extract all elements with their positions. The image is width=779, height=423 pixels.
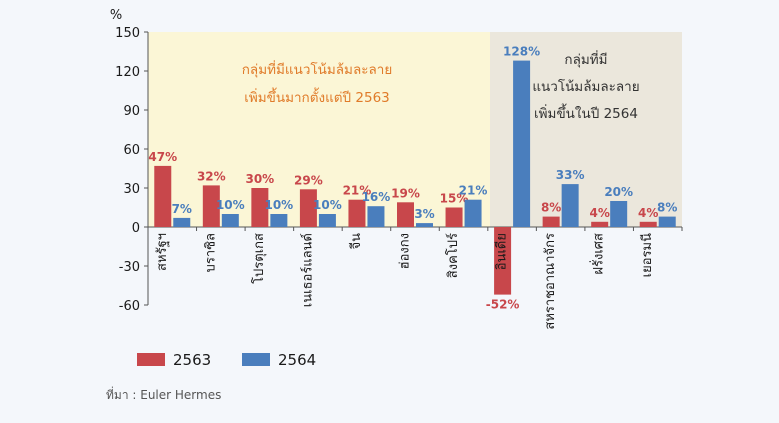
- category-label: เยอรมนี: [639, 233, 655, 277]
- legend-label-2564: 2564: [278, 351, 316, 369]
- category-label: ฝรั่งเศส: [590, 233, 607, 275]
- bar-2563: [639, 221, 657, 227]
- category-label: ฮ่องกง: [398, 233, 413, 269]
- data-label-2563: 19%: [391, 186, 420, 200]
- bar-2564: [270, 214, 288, 227]
- data-label-2564: 7%: [172, 202, 192, 216]
- bar-2563: [397, 202, 414, 227]
- data-label-2563: 47%: [148, 150, 177, 164]
- bar-2563: [154, 165, 172, 227]
- bar-2564: [610, 201, 628, 227]
- data-label-2563: 29%: [294, 173, 323, 187]
- y-tick-label: 60: [123, 143, 140, 158]
- y-tick-label: 90: [123, 104, 140, 119]
- bar-2564: [318, 214, 336, 227]
- bar-2563: [299, 189, 317, 227]
- category-label: สหรัฐฯ: [155, 233, 170, 271]
- category-label: บราซิล: [203, 233, 218, 272]
- y-tick-label: 30: [123, 182, 140, 197]
- legend: 2563 2564: [137, 351, 316, 369]
- annotation-text: กลุ่มที่มี: [564, 50, 607, 68]
- bar-2563: [591, 221, 609, 227]
- bar-2563: [251, 188, 269, 227]
- y-unit-label: %: [110, 8, 122, 23]
- bar-2564: [221, 214, 239, 227]
- category-label: จีน: [348, 233, 364, 250]
- data-label-2564: 3%: [414, 207, 434, 221]
- category-label: เนเธอร์แลนด์: [299, 233, 315, 307]
- annotation-text: เพิ่มขึ้นมากตั้งแต่ปี 2563: [244, 87, 390, 106]
- y-tick-label: -30: [119, 260, 140, 275]
- y-tick-label: 0: [132, 221, 140, 236]
- data-label-2563: 21%: [343, 184, 372, 198]
- data-label-2563: 15%: [440, 192, 469, 206]
- annotation-text: แนวโน้มล้มละลาย: [532, 78, 639, 95]
- bar-2564: [416, 223, 433, 227]
- annotation-text: เพิ่มขึ้นในปี 2564: [534, 103, 638, 122]
- y-tick-label: 150: [115, 26, 140, 41]
- y-tick-label: 120: [115, 65, 140, 80]
- data-label-2564: 8%: [657, 201, 677, 215]
- category-label: อินเดีย: [494, 233, 510, 270]
- bar-2563: [348, 199, 366, 227]
- legend-swatch-2563: [137, 353, 165, 366]
- data-label-2564: 21%: [459, 184, 488, 198]
- data-label-2564: 16%: [362, 190, 391, 204]
- data-label-2564: 20%: [604, 185, 633, 199]
- bar-2563: [202, 185, 220, 227]
- bar-2563: [542, 216, 560, 227]
- bar-2564: [173, 217, 191, 227]
- data-label-2564: 128%: [503, 45, 540, 59]
- source-label: ที่มา : Euler Hermes: [106, 386, 221, 402]
- data-label-2564: 10%: [313, 198, 342, 212]
- bar-2563: [445, 207, 463, 227]
- legend-swatch-2564: [242, 353, 270, 366]
- bar-2564: [658, 216, 676, 227]
- bar-2563: [494, 227, 512, 295]
- category-label: สหราชอาณาจักร: [543, 233, 558, 330]
- data-label-2563: -52%: [486, 298, 520, 312]
- bar-2564: [513, 60, 531, 227]
- category-label: โปรตุเกส: [251, 233, 267, 284]
- bar-2564: [561, 184, 579, 227]
- data-label-2563: 32%: [197, 169, 226, 183]
- data-label-2563: 8%: [541, 201, 561, 215]
- bar-2564: [367, 206, 385, 227]
- data-label-2564: 33%: [556, 168, 585, 182]
- data-label-2564: 10%: [216, 198, 245, 212]
- data-label-2563: 30%: [245, 172, 274, 186]
- legend-label-2563: 2563: [173, 351, 211, 369]
- data-label-2563: 4%: [589, 206, 609, 220]
- data-label-2564: 10%: [264, 198, 293, 212]
- data-label-2563: 4%: [638, 206, 658, 220]
- annotation-text: กลุ่มที่มีแนวโน้มล้มละลาย: [242, 60, 393, 78]
- bar-2564: [464, 199, 482, 227]
- category-label: สิงคโปร์: [445, 233, 461, 278]
- y-tick-label: -60: [119, 299, 140, 314]
